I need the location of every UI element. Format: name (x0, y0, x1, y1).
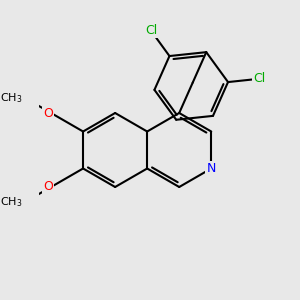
Text: N: N (207, 162, 216, 175)
Text: O: O (43, 180, 53, 193)
Text: Cl: Cl (253, 72, 266, 85)
Text: CH$_3$: CH$_3$ (0, 195, 23, 209)
Text: Cl: Cl (145, 24, 157, 37)
Text: O: O (43, 107, 53, 120)
Text: CH$_3$: CH$_3$ (0, 91, 23, 105)
